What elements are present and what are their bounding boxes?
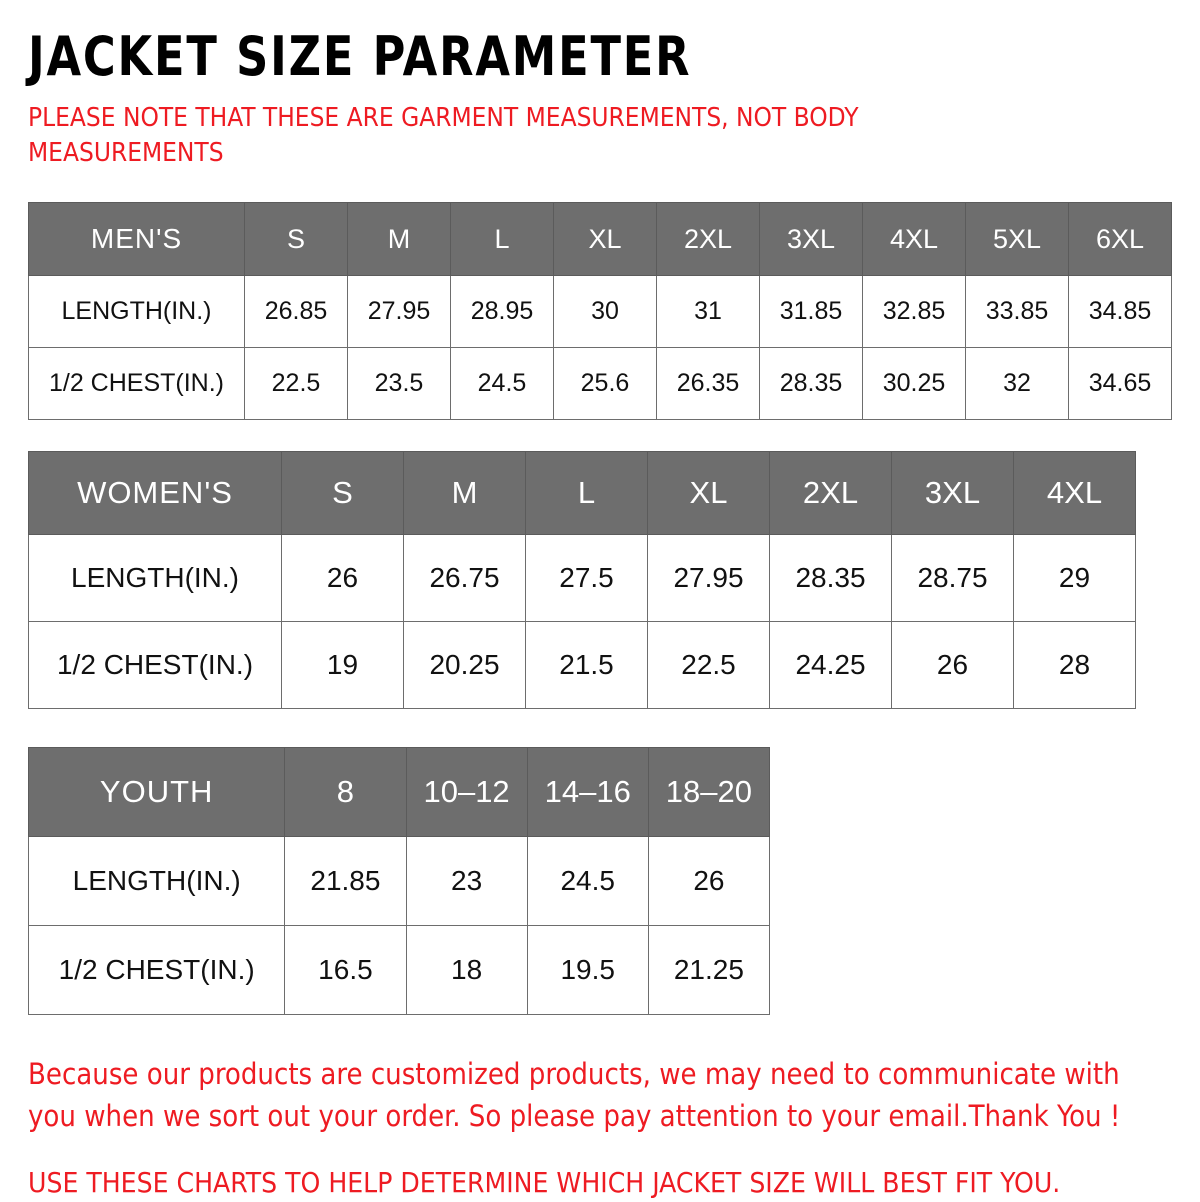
- column-header-mens-4: 2XL: [656, 202, 760, 277]
- column-header-womens-4: 2XL: [769, 451, 892, 536]
- garment-measurement-note: PLEASE NOTE THAT THESE ARE GARMENT MEASU…: [28, 103, 859, 168]
- measurement-cell: 16.5: [284, 925, 407, 1016]
- womens-table-body: LENGTH(IN.) 26 26.75 27.5 27.95 28.35 28.75 29 1…: [28, 534, 1136, 710]
- womens-size-table: WOMEN'S S M L XL 2XL 3XL 4XL LENGTH(IN.) 26 26.7…: [28, 451, 1136, 710]
- customization-note: Because our products are customized prod…: [28, 1057, 1121, 1134]
- table-row: LENGTH(IN.) 21.85 23 24.5 26: [27, 836, 771, 927]
- column-header-womens-2: L: [525, 451, 648, 536]
- column-header-mens-8: 6XL: [1068, 202, 1172, 277]
- measurement-cell: 33.85: [965, 275, 1069, 349]
- table-header-row: MEN'S S M L XL 2XL 3XL 4XL 5XL 6XL: [28, 202, 1172, 277]
- measurement-cell: 28.95: [450, 275, 554, 349]
- page-title: JACKET SIZE PARAMETER: [28, 25, 692, 88]
- mens-corner-label: MEN'S: [28, 202, 245, 277]
- measurement-cell: 19.5: [526, 925, 649, 1016]
- table-row: 1/2 CHEST(IN.) 16.5 18 19.5 21.25: [27, 925, 771, 1016]
- womens-corner-label: WOMEN'S: [28, 451, 282, 536]
- measurement-cell: 26: [891, 621, 1014, 710]
- row-label-mens-1: 1/2 CHEST(IN.): [28, 347, 245, 421]
- youth-table-body: LENGTH(IN.) 21.85 23 24.5 26 1/2 CHEST(IN.) 16…: [27, 836, 771, 1016]
- measurement-cell: 28.35: [759, 347, 863, 421]
- table-header-row: YOUTH 8 10–12 14–16 18–20: [27, 747, 771, 838]
- measurement-cell: 22.5: [647, 621, 770, 710]
- measurement-cell: 21.5: [525, 621, 648, 710]
- column-header-youth-1: 10–12: [405, 747, 528, 838]
- column-header-youth-2: 14–16: [526, 747, 649, 838]
- column-header-youth-0: 8: [284, 747, 407, 838]
- column-header-womens-3: XL: [647, 451, 770, 536]
- measurement-cell: 21.85: [284, 836, 407, 927]
- column-header-womens-5: 3XL: [891, 451, 1014, 536]
- measurement-cell: 18: [405, 925, 528, 1016]
- measurement-cell: 26: [647, 836, 771, 927]
- measurement-cell: 27.95: [647, 534, 770, 623]
- table-row: LENGTH(IN.) 26.85 27.95 28.95 30 31 31.85 32.85…: [28, 275, 1172, 349]
- column-header-mens-2: L: [450, 202, 554, 277]
- row-label-youth-1: 1/2 CHEST(IN.): [27, 925, 286, 1016]
- column-header-womens-6: 4XL: [1013, 451, 1136, 536]
- measurement-cell: 26.85: [244, 275, 348, 349]
- womens-table-head: WOMEN'S S M L XL 2XL 3XL 4XL: [28, 451, 1136, 536]
- measurement-cell: 26.35: [656, 347, 760, 421]
- measurement-cell: 28.75: [891, 534, 1014, 623]
- column-header-mens-3: XL: [553, 202, 657, 277]
- column-header-womens-0: S: [281, 451, 404, 536]
- measurement-cell: 24.5: [526, 836, 649, 927]
- mens-size-table: MEN'S S M L XL 2XL 3XL 4XL 5XL 6XL LENGTH(IN.) 26…: [28, 202, 1172, 421]
- measurement-cell: 32.85: [862, 275, 966, 349]
- table-row: 1/2 CHEST(IN.) 22.5 23.5 24.5 25.6 26.35 28.35…: [28, 347, 1172, 421]
- column-header-mens-7: 5XL: [965, 202, 1069, 277]
- measurement-cell: 27.5: [525, 534, 648, 623]
- row-label-youth-0: LENGTH(IN.): [27, 836, 286, 927]
- table-row: LENGTH(IN.) 26 26.75 27.5 27.95 28.35 28.75 29: [28, 534, 1136, 623]
- column-header-mens-0: S: [244, 202, 348, 277]
- mens-table-body: LENGTH(IN.) 26.85 27.95 28.95 30 31 31.85 32.85…: [28, 275, 1172, 421]
- row-label-womens-0: LENGTH(IN.): [28, 534, 282, 623]
- column-header-mens-5: 3XL: [759, 202, 863, 277]
- measurement-cell: 32: [965, 347, 1069, 421]
- measurement-cell: 29: [1013, 534, 1136, 623]
- measurement-cell: 28: [1013, 621, 1136, 710]
- measurement-cell: 34.65: [1068, 347, 1172, 421]
- measurement-cell: 22.5: [244, 347, 348, 421]
- measurement-cell: 21.25: [647, 925, 771, 1016]
- measurement-cell: 24.5: [450, 347, 554, 421]
- row-label-mens-0: LENGTH(IN.): [28, 275, 245, 349]
- measurement-cell: 27.95: [347, 275, 451, 349]
- measurement-cell: 30.25: [862, 347, 966, 421]
- measurement-cell: 24.25: [769, 621, 892, 710]
- measurement-cell: 30: [553, 275, 657, 349]
- youth-table-head: YOUTH 8 10–12 14–16 18–20: [27, 747, 771, 838]
- measurement-cell: 34.85: [1068, 275, 1172, 349]
- mens-table-head: MEN'S S M L XL 2XL 3XL 4XL 5XL 6XL: [28, 202, 1172, 277]
- chart-usage-note: USE THESE CHARTS TO HELP DETERMINE WHICH…: [28, 1166, 1061, 1200]
- column-header-mens-1: M: [347, 202, 451, 277]
- column-header-youth-3: 18–20: [647, 747, 771, 838]
- measurement-cell: 23: [405, 836, 528, 927]
- table-header-row: WOMEN'S S M L XL 2XL 3XL 4XL: [28, 451, 1136, 536]
- table-row: 1/2 CHEST(IN.) 19 20.25 21.5 22.5 24.25 26 28: [28, 621, 1136, 710]
- measurement-cell: 23.5: [347, 347, 451, 421]
- measurement-cell: 28.35: [769, 534, 892, 623]
- row-label-womens-1: 1/2 CHEST(IN.): [28, 621, 282, 710]
- measurement-cell: 26: [281, 534, 404, 623]
- column-header-womens-1: M: [403, 451, 526, 536]
- measurement-cell: 26.75: [403, 534, 526, 623]
- column-header-mens-6: 4XL: [862, 202, 966, 277]
- measurement-cell: 31.85: [759, 275, 863, 349]
- youth-corner-label: YOUTH: [27, 747, 286, 838]
- measurement-cell: 20.25: [403, 621, 526, 710]
- measurement-cell: 19: [281, 621, 404, 710]
- measurement-cell: 31: [656, 275, 760, 349]
- measurement-cell: 25.6: [553, 347, 657, 421]
- youth-size-table: YOUTH 8 10–12 14–16 18–20 LENGTH(IN.) 21.85 2…: [27, 747, 771, 1016]
